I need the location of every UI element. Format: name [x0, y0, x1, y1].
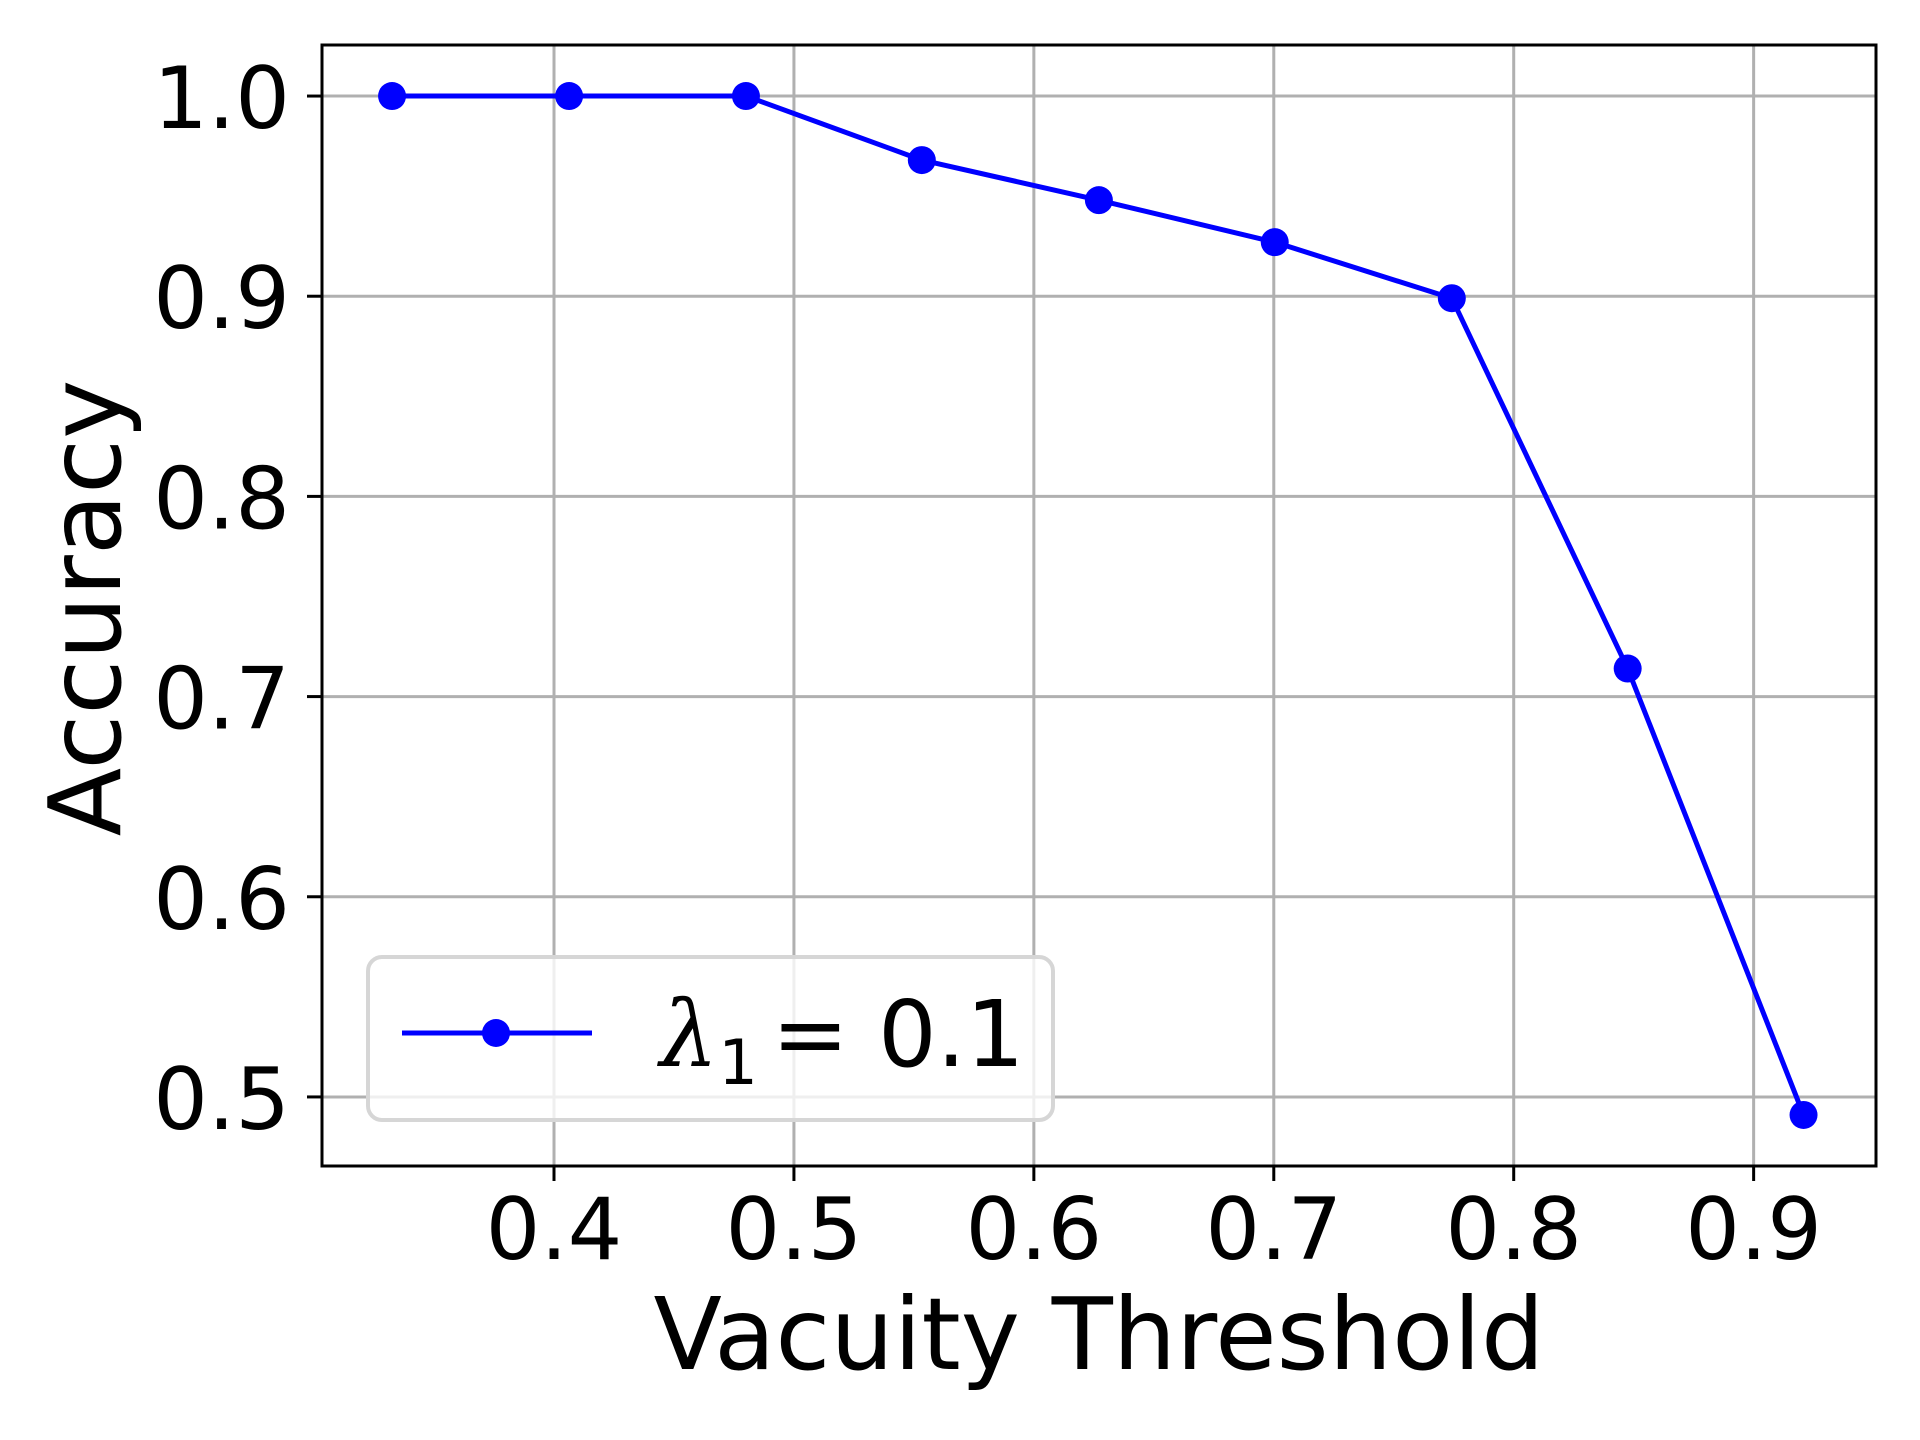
legend: λ1 = 0.1 — [366, 955, 1055, 1122]
x-tick-label: 0.8 — [1445, 1180, 1582, 1280]
x-axis-label: Vacuity Threshold — [653, 1276, 1544, 1393]
y-tick-label: 0.5 — [153, 1050, 290, 1150]
x-axis-ticks: 0.4 0.5 0.6 0.7 0.8 0.9 — [486, 1166, 1822, 1280]
y-tick-label: 1.0 — [153, 49, 290, 149]
y-tick-label: 0.6 — [153, 850, 290, 950]
y-tick-label: 0.9 — [153, 249, 290, 349]
data-series — [378, 82, 1818, 1129]
data-point-marker — [378, 82, 407, 111]
plot-area-frame — [320, 43, 1878, 1168]
x-tick-label: 0.4 — [486, 1180, 623, 1280]
x-tick-label: 0.7 — [1205, 1180, 1342, 1280]
x-tick-label: 0.9 — [1685, 1180, 1822, 1280]
data-point-marker — [555, 82, 584, 111]
data-point-marker — [1789, 1100, 1818, 1129]
y-tick-label: 0.8 — [153, 449, 290, 549]
y-axis-ticks: 0.5 0.6 0.7 0.8 0.9 1.0 — [153, 49, 322, 1150]
y-axis-label: Accuracy — [27, 380, 144, 837]
legend-label: λ1 = 0.1 — [656, 981, 1024, 1099]
data-point-marker — [1613, 654, 1642, 683]
legend-lambda: λ — [656, 981, 718, 1088]
data-point-marker — [907, 146, 936, 175]
legend-marker-icon — [482, 1019, 510, 1047]
data-point-marker — [1260, 228, 1289, 257]
data-point-marker — [731, 82, 760, 111]
x-tick-label: 0.6 — [965, 1180, 1102, 1280]
x-tick-label: 0.5 — [726, 1180, 863, 1280]
y-tick-label: 0.7 — [153, 650, 290, 750]
legend-subscript: 1 — [718, 1026, 757, 1099]
data-point-marker — [1437, 284, 1466, 313]
data-point-marker — [1084, 186, 1113, 215]
legend-value: = 0.1 — [772, 981, 1025, 1088]
legend-box — [366, 955, 1055, 1122]
